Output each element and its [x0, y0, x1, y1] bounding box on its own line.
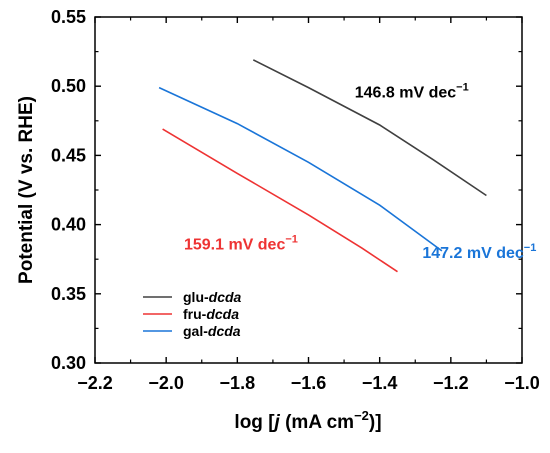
y-tick-label: 0.50	[51, 76, 86, 96]
x-tick-label: −1.8	[220, 373, 256, 393]
y-tick-label: 0.40	[51, 215, 86, 235]
series-line-fru	[162, 128, 398, 273]
legend-label: gal-dcda	[183, 323, 241, 339]
y-tick-label: 0.30	[51, 353, 86, 373]
y-tick-label: 0.55	[51, 7, 86, 27]
series-lines	[158, 59, 487, 273]
slope-annotation: 147.2 mV dec−1	[422, 242, 536, 262]
slope-annotation: 146.8 mV dec−1	[355, 81, 469, 101]
slope-annotation: 159.1 mV dec−1	[184, 234, 298, 254]
legend-label: glu-dcda	[183, 289, 242, 305]
plot-frame	[94, 16, 523, 364]
y-tick-label: 0.45	[51, 145, 86, 165]
x-tick-label: −1.6	[291, 373, 327, 393]
y-tick-labels: 0.30 0.35 0.40 0.45 0.50 0.55	[51, 7, 86, 373]
slope-annotations: 146.8 mV dec−1 159.1 mV dec−1 147.2 mV dec…	[184, 81, 536, 262]
series-line-gal	[158, 86, 443, 252]
axis-ticks	[94, 16, 523, 364]
x-tick-label: −1.4	[362, 373, 398, 393]
x-tick-label: −2.0	[148, 373, 184, 393]
y-axis-title: Potential (V vs. RHE)	[16, 96, 37, 284]
x-tick-label: −2.2	[77, 373, 113, 393]
legend-label: fru-dcda	[183, 306, 239, 322]
y-tick-label: 0.35	[51, 284, 86, 304]
series-line-glu	[252, 59, 487, 197]
x-tick-labels: −2.2 −2.0 −1.8 −1.6 −1.4 −1.2 −1.0	[77, 373, 540, 393]
x-axis-title: log [j (mA cm−2)]	[234, 408, 381, 433]
x-tick-label: −1.0	[504, 373, 540, 393]
x-tick-label: −1.2	[433, 373, 469, 393]
